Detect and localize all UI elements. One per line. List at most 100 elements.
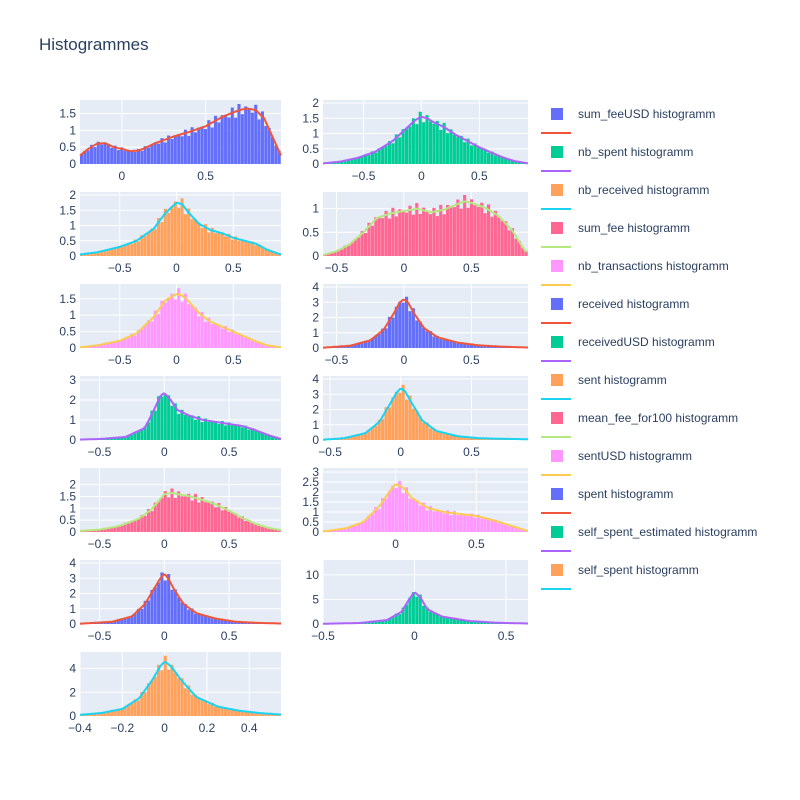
histogram-bar bbox=[187, 208, 191, 256]
histogram-bar bbox=[264, 526, 268, 532]
histogram-bar bbox=[408, 126, 412, 164]
y-tick-label: 0 bbox=[312, 617, 319, 631]
subplot-nb_spent: −0.5 0 0.500.511.52 bbox=[302, 96, 529, 183]
histogram-bar bbox=[435, 431, 439, 440]
histogram-bar bbox=[217, 619, 221, 624]
y-tick-label: 0 bbox=[69, 525, 76, 539]
legend-swatch bbox=[551, 146, 563, 158]
histogram-bar bbox=[357, 237, 361, 256]
legend-item[interactable]: received histogramm bbox=[551, 297, 689, 311]
histogram-bar bbox=[267, 713, 271, 716]
histogram-bar bbox=[449, 129, 453, 164]
histogram-bar bbox=[133, 520, 137, 532]
legend-item[interactable]: sent histogramm bbox=[551, 373, 667, 387]
histogram-bar bbox=[133, 699, 137, 716]
legend-label: spent histogramm bbox=[578, 487, 673, 501]
legend-item[interactable]: sum_fee histogramm bbox=[551, 221, 690, 235]
histogram-bar bbox=[247, 108, 251, 164]
legend[interactable]: sum_feeUSD histogramm nb_spent histogramm… bbox=[541, 107, 757, 590]
histogram-bar bbox=[374, 506, 378, 532]
histogram-bar bbox=[401, 302, 405, 348]
histogram-bar bbox=[203, 321, 207, 348]
histogram-bar bbox=[113, 145, 117, 164]
histogram-bar bbox=[103, 712, 107, 716]
histogram-bar bbox=[398, 614, 402, 624]
histogram-bar bbox=[435, 216, 439, 256]
legend-item[interactable]: self_spent histogramm bbox=[551, 563, 699, 577]
histogram-bar bbox=[387, 618, 392, 624]
histogram-bar bbox=[177, 134, 181, 164]
histogram-bar bbox=[456, 199, 460, 256]
y-tick-label: 0.5 bbox=[59, 513, 76, 527]
histogram-bar bbox=[116, 341, 120, 348]
histogram-bar bbox=[435, 614, 439, 624]
histogram-bar bbox=[398, 392, 402, 440]
histogram-bar bbox=[126, 434, 130, 440]
histogram-bar bbox=[200, 700, 204, 716]
histogram-bar bbox=[207, 704, 211, 716]
histogram-bar bbox=[408, 205, 412, 256]
histogram-bar bbox=[230, 621, 234, 624]
histogram-bar bbox=[116, 708, 120, 716]
histogram-bar bbox=[113, 710, 117, 716]
histogram-bar bbox=[116, 150, 120, 164]
histogram-bar bbox=[93, 147, 97, 164]
histogram-bar bbox=[230, 512, 234, 532]
histogram-bar bbox=[391, 317, 395, 348]
histogram-bar bbox=[493, 210, 497, 256]
legend-swatch bbox=[551, 450, 563, 462]
histogram-bar bbox=[247, 519, 251, 532]
legend-item[interactable]: sum_feeUSD histogramm bbox=[551, 107, 715, 121]
legend-item[interactable]: nb_transactions histogramm bbox=[551, 259, 729, 273]
histogram-bar bbox=[394, 613, 398, 624]
histogram-bar bbox=[473, 344, 477, 348]
histogram-bar bbox=[432, 207, 436, 256]
histogram-bar bbox=[483, 622, 487, 624]
histogram-bar bbox=[234, 236, 238, 256]
histogram-bar bbox=[153, 587, 157, 624]
histogram-bar bbox=[106, 527, 110, 532]
density-line bbox=[79, 573, 281, 625]
histogram-bar bbox=[391, 207, 395, 256]
legend-swatch bbox=[551, 298, 563, 310]
histogram-bar bbox=[490, 520, 494, 532]
histogram-bar bbox=[260, 343, 264, 348]
legend-item[interactable]: nb_spent histogramm bbox=[551, 145, 693, 159]
histogram-bar bbox=[173, 497, 177, 532]
density-line bbox=[322, 483, 529, 533]
histogram-bar bbox=[200, 422, 204, 440]
histogram-bar bbox=[147, 147, 151, 164]
histogram-bar bbox=[270, 528, 274, 532]
histogram-bar bbox=[449, 515, 453, 532]
histogram-bar bbox=[160, 300, 164, 348]
histogram-bar bbox=[422, 207, 426, 256]
histogram-bar bbox=[197, 316, 201, 348]
legend-item[interactable]: spent histogramm bbox=[551, 487, 673, 501]
legend-item[interactable]: self_spent_estimated histogramm bbox=[551, 525, 757, 539]
histogram-bar bbox=[524, 251, 528, 256]
histogram-bar bbox=[157, 314, 161, 348]
legend-item[interactable]: sentUSD histogramm bbox=[551, 449, 692, 463]
histogram-bar bbox=[254, 104, 258, 164]
histogram-bar bbox=[230, 107, 234, 164]
histogram-bar bbox=[203, 224, 207, 256]
histogram-bar bbox=[459, 208, 463, 256]
histogram-bar bbox=[220, 619, 224, 624]
legend-swatch bbox=[551, 526, 563, 538]
histogram-bar bbox=[147, 232, 151, 256]
x-tick-label: 0 bbox=[161, 629, 168, 643]
histogram-bar bbox=[391, 143, 395, 164]
histogram-bar bbox=[177, 414, 181, 440]
histogram-bar bbox=[150, 590, 154, 624]
histogram-bar bbox=[190, 415, 194, 440]
legend-item[interactable]: mean_fee_for100 histogramm bbox=[551, 411, 738, 425]
legend-item[interactable]: receivedUSD histogramm bbox=[551, 335, 715, 349]
histogram-bar bbox=[116, 525, 120, 532]
legend-item[interactable]: nb_received histogramm bbox=[551, 183, 709, 197]
histogram-bar bbox=[422, 422, 426, 440]
y-tick-label: 3 bbox=[312, 295, 319, 309]
histogram-bar bbox=[343, 245, 347, 256]
histogram-bar bbox=[244, 520, 248, 532]
y-tick-label: 2 bbox=[312, 403, 319, 417]
histogram-bar bbox=[136, 519, 140, 532]
